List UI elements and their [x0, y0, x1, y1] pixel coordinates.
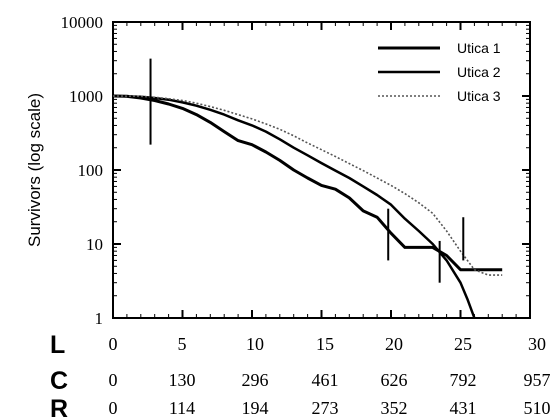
row-value: 15	[316, 334, 334, 354]
legend-label-2: Utica 2	[457, 64, 501, 80]
y-axis-label: Survivors (log scale)	[25, 93, 44, 247]
y-axis-ticks: 1 10 100 1000 10000	[61, 13, 531, 328]
row-label-l: L	[50, 331, 65, 359]
series-line-1	[112, 94, 503, 272]
series-layer	[112, 94, 503, 319]
row-value: 957	[524, 370, 551, 390]
row-value: 0	[109, 398, 118, 418]
row-value: 114	[169, 398, 195, 418]
row-value: 20	[385, 334, 403, 354]
row-value: 461	[312, 370, 339, 390]
row-value: 352	[381, 398, 408, 418]
row-value: 10	[246, 334, 264, 354]
row-value: 130	[169, 370, 196, 390]
row-value: 296	[242, 370, 269, 390]
row-value: 25	[454, 334, 472, 354]
row-value: 5	[178, 334, 187, 354]
y-tick-label: 1000	[69, 87, 103, 106]
row-value: 30	[528, 334, 546, 354]
legend: Utica 1 Utica 2 Utica 3	[378, 40, 501, 104]
row-value: 194	[242, 398, 269, 418]
row-value: 626	[381, 370, 408, 390]
y-tick-label: 10	[86, 235, 103, 254]
row-value: 431	[450, 398, 477, 418]
legend-label-3: Utica 3	[457, 88, 501, 104]
row-value: 273	[312, 398, 339, 418]
row-label-c: C	[50, 367, 68, 395]
row-value: 0	[109, 370, 118, 390]
series-line-2	[112, 94, 476, 319]
row-label-r: R	[50, 395, 68, 420]
y-tick-label: 1	[95, 309, 104, 328]
error-bars	[149, 58, 465, 283]
row-value: 510	[524, 398, 551, 418]
legend-label-1: Utica 1	[457, 40, 501, 56]
y-tick-label: 100	[78, 161, 104, 180]
row-value: 792	[450, 370, 477, 390]
row-value: 0	[109, 334, 118, 354]
y-tick-label: 10000	[61, 13, 104, 32]
series-line-3	[112, 95, 503, 276]
